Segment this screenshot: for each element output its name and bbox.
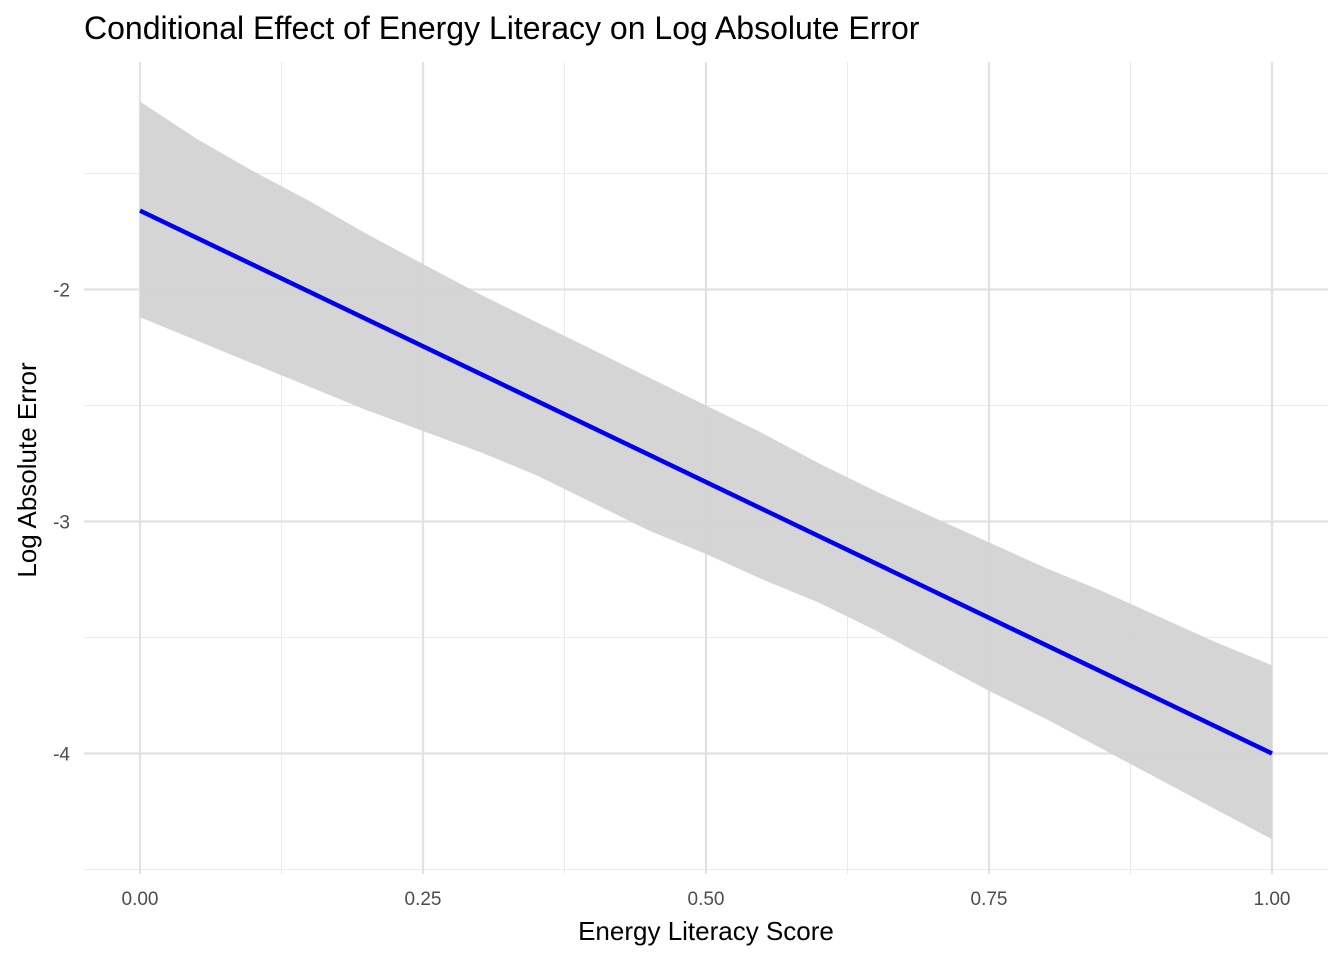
y-tick-label: -3 xyxy=(53,513,70,534)
y-axis-tick-labels: -2 -3 -4 xyxy=(53,281,70,766)
x-tick-label: 0.25 xyxy=(405,889,442,910)
x-axis-title: Energy Literacy Score xyxy=(578,916,834,946)
x-tick-label: 0.75 xyxy=(971,889,1008,910)
x-tick-label: 0.50 xyxy=(688,889,725,910)
series-line xyxy=(139,208,1273,756)
x-tick-label: 1.00 xyxy=(1254,889,1291,910)
x-tick-label: 0.00 xyxy=(122,889,159,910)
x-axis-tick-labels: 0.00 0.25 0.50 0.75 1.00 xyxy=(122,889,1291,910)
confidence-band xyxy=(140,101,1272,840)
y-tick-label: -2 xyxy=(53,281,70,302)
y-axis-title: Log Absolute Error xyxy=(12,362,42,578)
chart-title: Conditional Effect of Energy Literacy on… xyxy=(84,10,920,46)
y-tick-label: -4 xyxy=(53,745,70,766)
